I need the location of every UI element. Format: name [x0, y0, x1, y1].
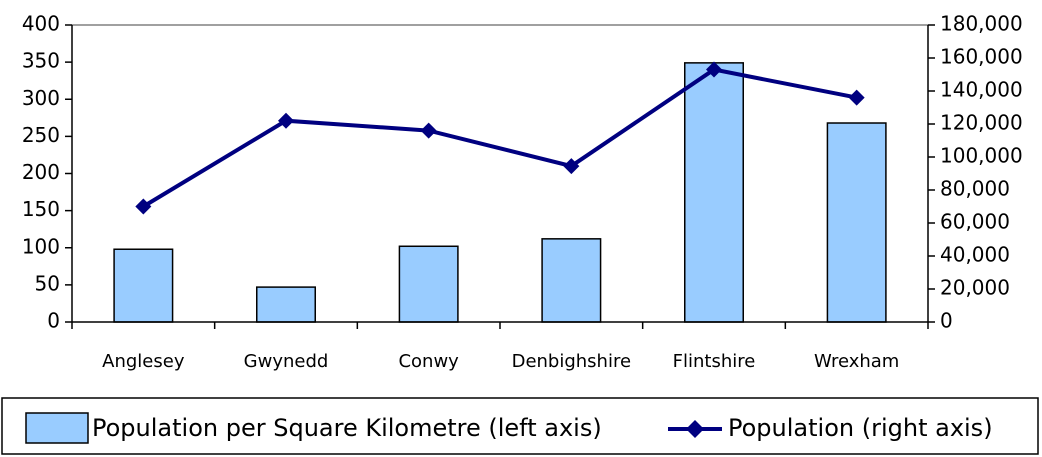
line-marker — [848, 89, 865, 106]
legend-label: Population per Square Kilometre (left ax… — [92, 414, 602, 442]
y2-tick-label: 120,000 — [940, 111, 1023, 135]
y2-tick-label: 160,000 — [940, 45, 1023, 69]
line-marker — [563, 158, 580, 175]
line-marker — [706, 61, 722, 78]
y-tick-label: 250 — [22, 123, 60, 147]
legend-swatch — [25, 412, 89, 444]
line-marker — [420, 122, 437, 139]
line-marker — [135, 198, 152, 215]
y2-tick-label: 20,000 — [940, 276, 1010, 300]
line-marker — [278, 112, 294, 129]
y2-tick-label: 40,000 — [940, 243, 1010, 267]
bar — [256, 286, 316, 323]
y2-tick-label: 80,000 — [940, 177, 1010, 201]
bar — [113, 248, 174, 323]
y-tick-label: 400 — [22, 12, 60, 36]
legend-marker — [686, 420, 704, 438]
y2-tick-label: 180,000 — [940, 12, 1023, 36]
y-tick-label: 50 — [35, 271, 60, 295]
x-tick-label: Wrexham — [814, 351, 899, 372]
legend-box — [1, 397, 1039, 455]
x-tick-label: Gwynedd — [244, 351, 329, 372]
y-tick-label: 350 — [22, 49, 60, 73]
bar — [398, 245, 459, 323]
y2-tick-label: 0 — [940, 309, 953, 333]
x-tick-label: Denbighshire — [512, 351, 631, 372]
y-tick-label: 0 — [47, 309, 60, 333]
y2-tick-label: 60,000 — [940, 210, 1010, 234]
y-tick-label: 100 — [22, 234, 60, 258]
legend-label: Population (right axis) — [728, 414, 993, 442]
y-tick-label: 150 — [22, 197, 60, 221]
y-tick-label: 200 — [22, 160, 60, 184]
x-tick-label: Flintshire — [673, 351, 756, 372]
bar — [541, 238, 602, 323]
line — [142, 67, 858, 209]
x-tick-label: Anglesey — [102, 351, 185, 372]
bar — [826, 122, 887, 323]
bar — [684, 62, 744, 323]
y2-tick-label: 140,000 — [940, 78, 1023, 102]
y-tick-label: 300 — [22, 86, 60, 110]
y2-tick-label: 100,000 — [940, 144, 1023, 168]
x-tick-label: Conwy — [398, 351, 459, 372]
